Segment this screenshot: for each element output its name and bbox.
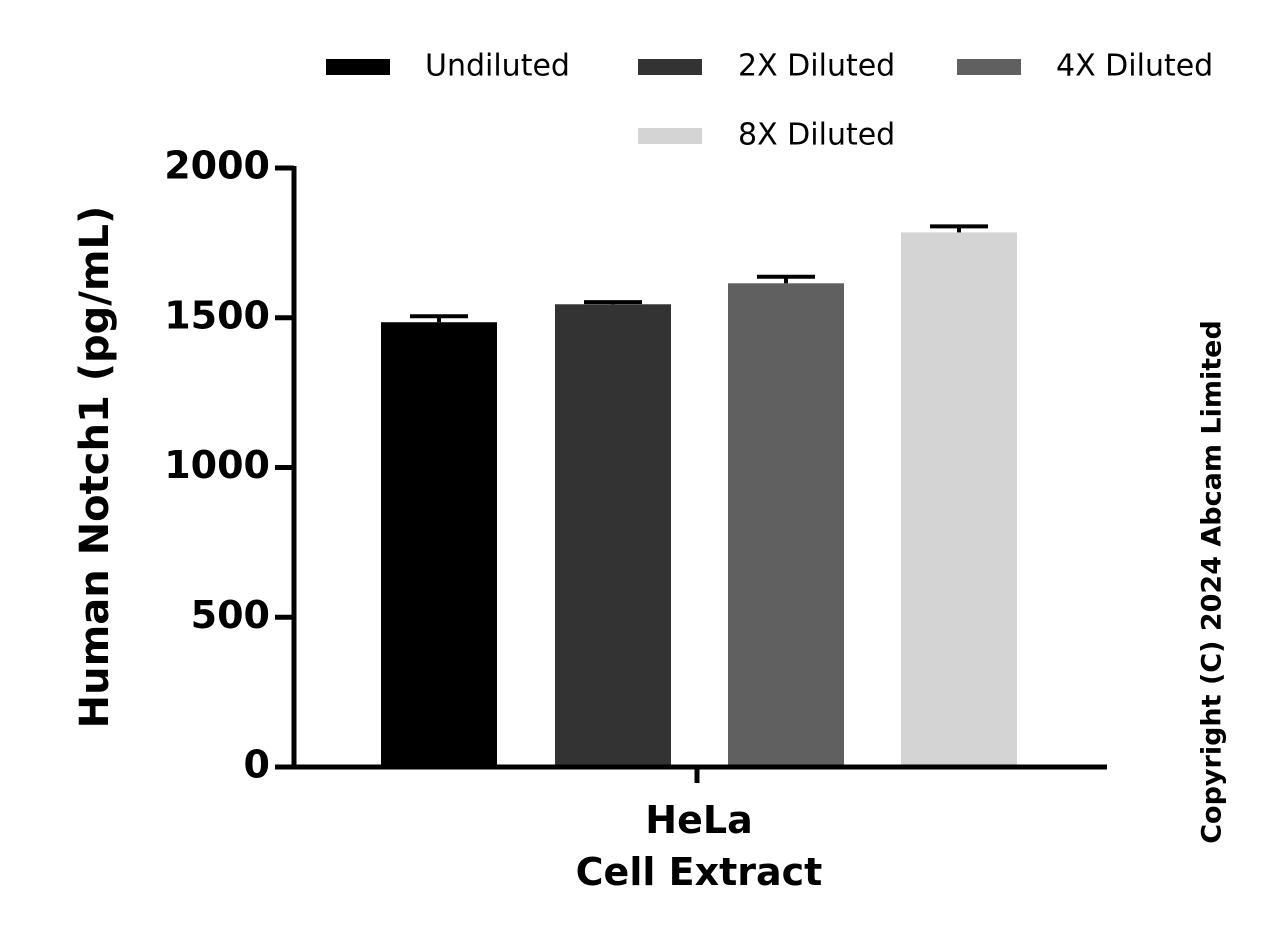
legend-label-1: Undiluted xyxy=(425,49,570,84)
legend-label-3: 4X Diluted xyxy=(1056,49,1213,84)
legend-label-2: 2X Diluted xyxy=(738,49,895,84)
legend-swatch-2 xyxy=(638,59,702,75)
legend-label-4: 8X Diluted xyxy=(738,118,895,153)
x-category-label-line1: HeLa xyxy=(645,798,752,842)
y-tick-label: 500 xyxy=(191,593,270,637)
legend-swatch-1 xyxy=(326,59,390,75)
bar-2 xyxy=(555,304,671,767)
bar-4 xyxy=(901,232,1017,767)
y-ticks: 0 500 1000 1500 2000 xyxy=(164,144,294,787)
x-category-label-line2: Cell Extract xyxy=(576,850,823,894)
y-tick-label: 1000 xyxy=(164,443,270,487)
bars xyxy=(381,224,1017,767)
copyright-notice: Copyright (C) 2024 Abcam Limited xyxy=(1197,320,1228,844)
legend: Undiluted 2X Diluted 4X Diluted 8X Diluted xyxy=(326,49,1213,153)
legend-swatch-4 xyxy=(638,128,702,144)
y-tick-label: 0 xyxy=(244,743,270,787)
y-tick-label: 2000 xyxy=(164,144,270,188)
bar-3 xyxy=(728,283,844,767)
legend-swatch-3 xyxy=(957,59,1021,75)
bar-1 xyxy=(381,322,497,767)
y-tick-label: 1500 xyxy=(164,293,270,337)
y-axis-title: Human Notch1 (pg/mL) xyxy=(72,206,118,729)
